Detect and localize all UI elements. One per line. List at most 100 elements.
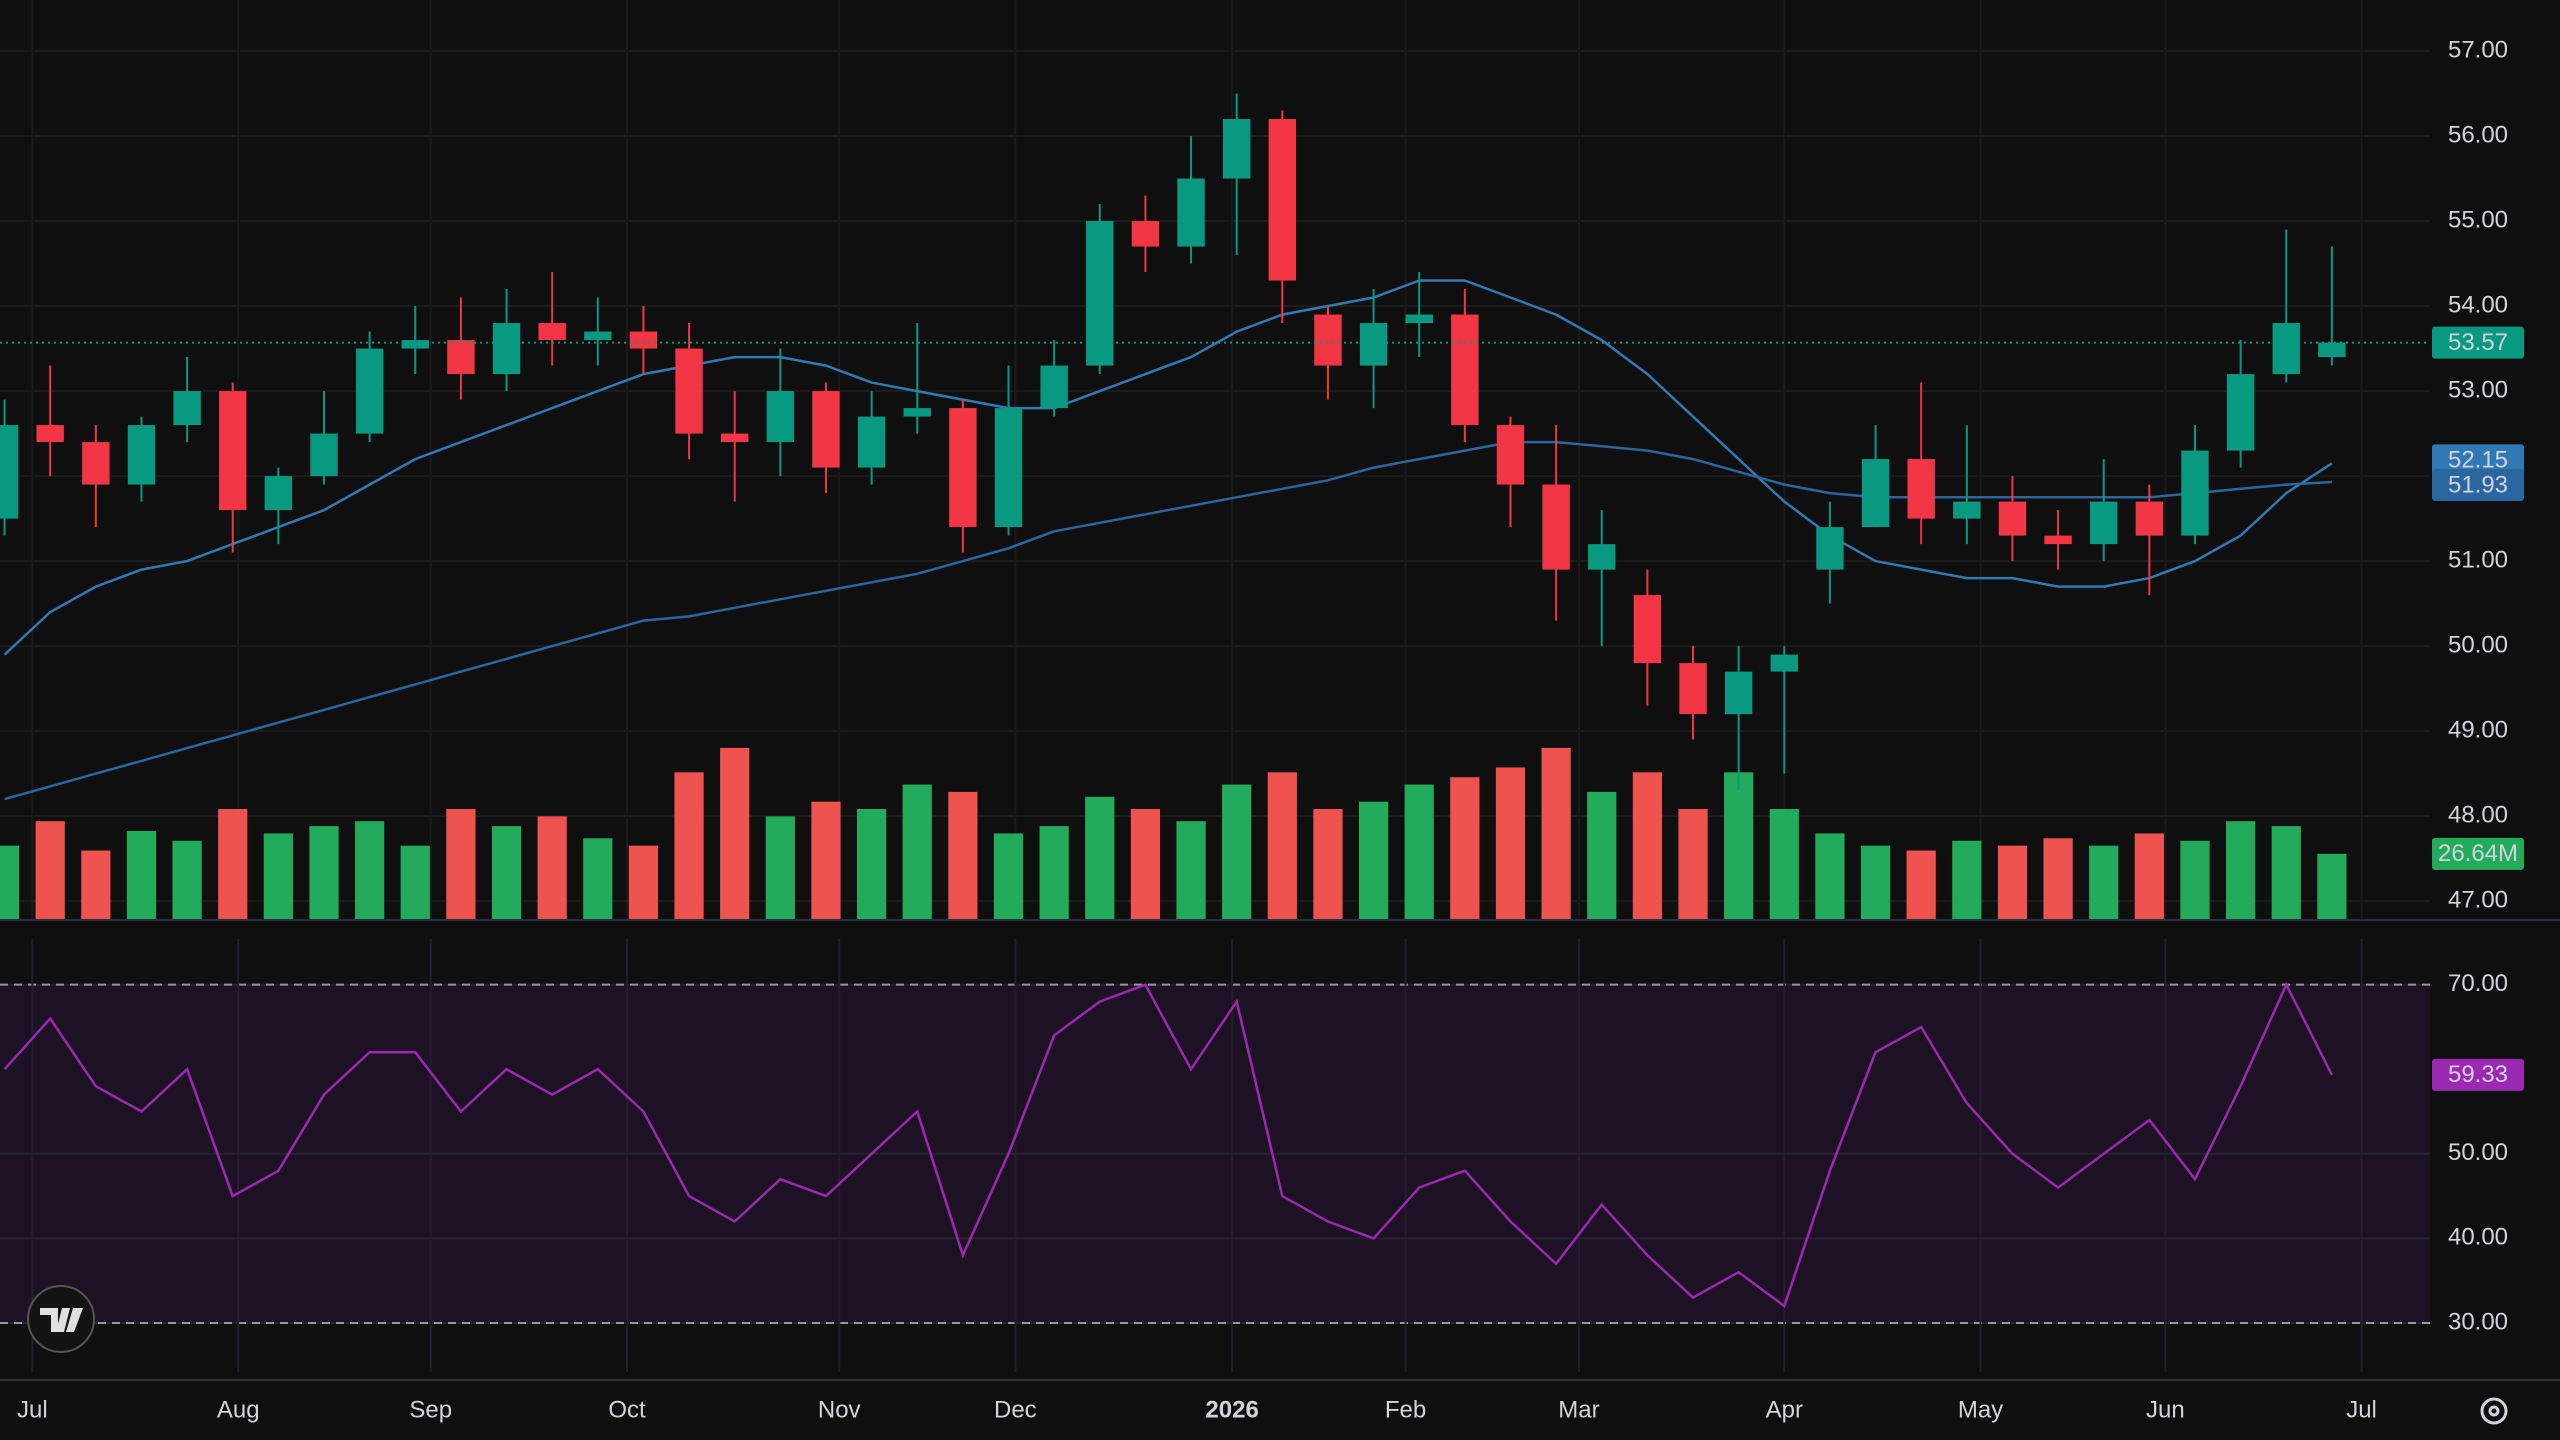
candle-body: [2090, 501, 2118, 545]
candle-body: [584, 331, 612, 341]
volume-bar: [2134, 833, 2164, 919]
volume-bar: [2180, 840, 2210, 919]
x-tick-label: Nov: [818, 1396, 861, 1423]
candle-body: [1633, 595, 1662, 664]
volume-bar: [1176, 821, 1206, 919]
volume-bar: [537, 816, 567, 919]
logo-mark: [40, 1308, 83, 1332]
candle-body: [2272, 323, 2300, 375]
volume-bar: [583, 838, 613, 919]
y-tick-label: 51.00: [2448, 546, 2508, 573]
volume-bar: [2226, 821, 2256, 919]
volume-bar: [674, 772, 704, 919]
candle-body: [994, 408, 1023, 528]
volume-bar: [1541, 747, 1571, 919]
volume-bar: [765, 816, 795, 919]
volume-bar: [1632, 772, 1662, 919]
candle-body: [492, 323, 521, 375]
candle-body: [1314, 314, 1342, 366]
candle-body: [219, 391, 247, 511]
candle-body: [1861, 459, 1890, 528]
volume-bar: [1997, 845, 2028, 919]
volume-last-label: 26.64M: [2438, 840, 2518, 867]
volume-bar: [35, 821, 65, 919]
y-tick-label: 56.00: [2448, 121, 2508, 148]
candle-body: [1770, 654, 1798, 672]
candle-body: [355, 348, 384, 434]
x-tick-label: Jun: [2146, 1396, 2185, 1423]
last-price-label: 53.57: [2448, 329, 2508, 356]
candle-body: [36, 425, 64, 443]
volume-bar: [1313, 809, 1343, 919]
last-price-label-box: [2432, 326, 2524, 359]
y-tick-label: 55.00: [2448, 206, 2508, 233]
rsi-tick-label: 50.00: [2448, 1139, 2508, 1166]
volume-bar: [1906, 850, 1936, 919]
volume-bar: [948, 791, 978, 919]
volume-bar: [1587, 791, 1617, 919]
rsi-tick-label: 70.00: [2448, 970, 2508, 997]
candle-body: [401, 340, 429, 349]
volume-bar: [1085, 796, 1115, 919]
ma-last-label-box: [2432, 444, 2524, 477]
volume-bar: [218, 809, 248, 919]
x-tick-label: Jul: [2346, 1396, 2377, 1423]
volume-bar: [2317, 853, 2347, 919]
volume-bar: [1404, 784, 1434, 919]
rsi-line: [3, 981, 2334, 1309]
volume-bar: [400, 845, 430, 919]
candle-body: [721, 433, 749, 443]
candle-body: [949, 408, 977, 528]
volume-bar: [1039, 826, 1069, 919]
volume-bar: [1495, 767, 1526, 919]
candle-body: [812, 391, 840, 468]
volume-bar: [1769, 809, 1799, 919]
volume-bar: [2089, 845, 2119, 919]
x-tick-label: May: [1958, 1396, 2003, 1423]
volume-bar: [857, 809, 887, 919]
volume-bar: [902, 784, 932, 919]
candle-body: [1816, 527, 1844, 570]
candle-body: [1542, 484, 1570, 570]
candle-body: [1451, 314, 1479, 426]
x-tick-label: Apr: [1766, 1396, 1803, 1423]
volume-bar: [1952, 840, 1982, 919]
settings-icon[interactable]: [2480, 1397, 2508, 1425]
volume-bar: [126, 831, 157, 919]
volume-bar: [628, 845, 659, 919]
candle-body: [1040, 365, 1068, 409]
candle-body: [1588, 544, 1616, 570]
rsi-tick-label: 40.00: [2448, 1224, 2508, 1251]
x-tick-label: Feb: [1385, 1396, 1426, 1423]
rsi-last-label: 59.33: [2448, 1061, 2508, 1088]
candle-body: [538, 323, 566, 341]
y-tick-label: 47.00: [2448, 886, 2508, 913]
gear-ring[interactable]: [2480, 1397, 2508, 1425]
volume-bar: [720, 747, 750, 919]
volume-bar: [2043, 838, 2073, 919]
candle-body: [1998, 501, 2027, 536]
candle-body: [310, 433, 338, 477]
rsi-last-label-box: [2432, 1058, 2524, 1091]
volume-bar: [993, 833, 1024, 919]
volume-bar: [1450, 777, 1480, 919]
logo[interactable]: [27, 1285, 95, 1353]
volume-last-label-box: [2432, 837, 2524, 870]
candle-body: [2044, 535, 2072, 545]
gear-center: [2488, 1405, 2500, 1417]
x-tick-label: Aug: [217, 1396, 260, 1423]
ma-last-label-box: [2432, 469, 2524, 502]
y-tick-label: 53.00: [2448, 376, 2508, 403]
candle-body: [1086, 221, 1114, 366]
candle-body: [1496, 425, 1525, 485]
volume-bar: [1130, 809, 1161, 919]
volume-bar: [355, 821, 385, 919]
volume-bar: [2271, 826, 2301, 919]
volume-bar: [81, 850, 111, 919]
rsi-tick-label: 30.00: [2448, 1308, 2508, 1335]
candle-body: [1268, 119, 1296, 281]
volume-bar: [1222, 784, 1252, 919]
candle-body: [2318, 342, 2346, 358]
candle-body: [447, 340, 475, 375]
candle-body: [0, 425, 19, 519]
